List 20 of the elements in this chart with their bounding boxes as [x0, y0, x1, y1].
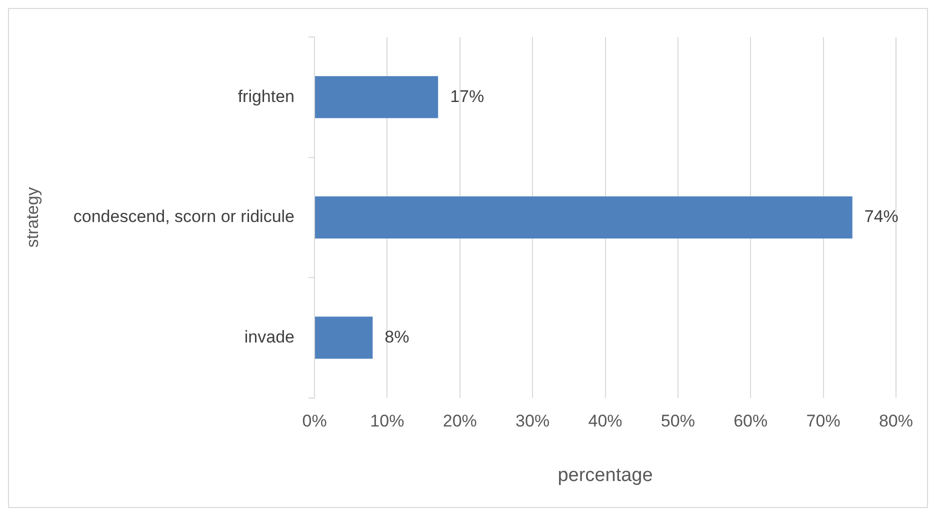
x-tick-label: 30%: [516, 412, 550, 431]
y-axis-title: strategy: [22, 186, 42, 248]
x-tick-label: 0%: [302, 412, 327, 431]
x-tick-label: 70%: [806, 412, 840, 431]
x-tick-label: 60%: [734, 412, 768, 431]
x-axis-title: percentage: [558, 464, 653, 486]
y-tick-label: frighten: [238, 86, 295, 106]
data-label: 74%: [864, 207, 898, 226]
x-tick-label: 40%: [588, 412, 622, 431]
y-tick-label: condescend, scorn or ridicule: [73, 207, 295, 226]
bar: [315, 316, 373, 359]
data-label: 17%: [450, 86, 484, 106]
bar: [315, 76, 438, 118]
x-tick-label: 10%: [370, 412, 404, 431]
x-tick-label: 80%: [878, 412, 914, 431]
bar: [315, 196, 852, 238]
data-label: 8%: [384, 327, 410, 346]
x-tick-label: 20%: [442, 412, 477, 431]
y-tick-label: invade: [244, 327, 295, 346]
x-tick-label: 50%: [660, 412, 695, 431]
